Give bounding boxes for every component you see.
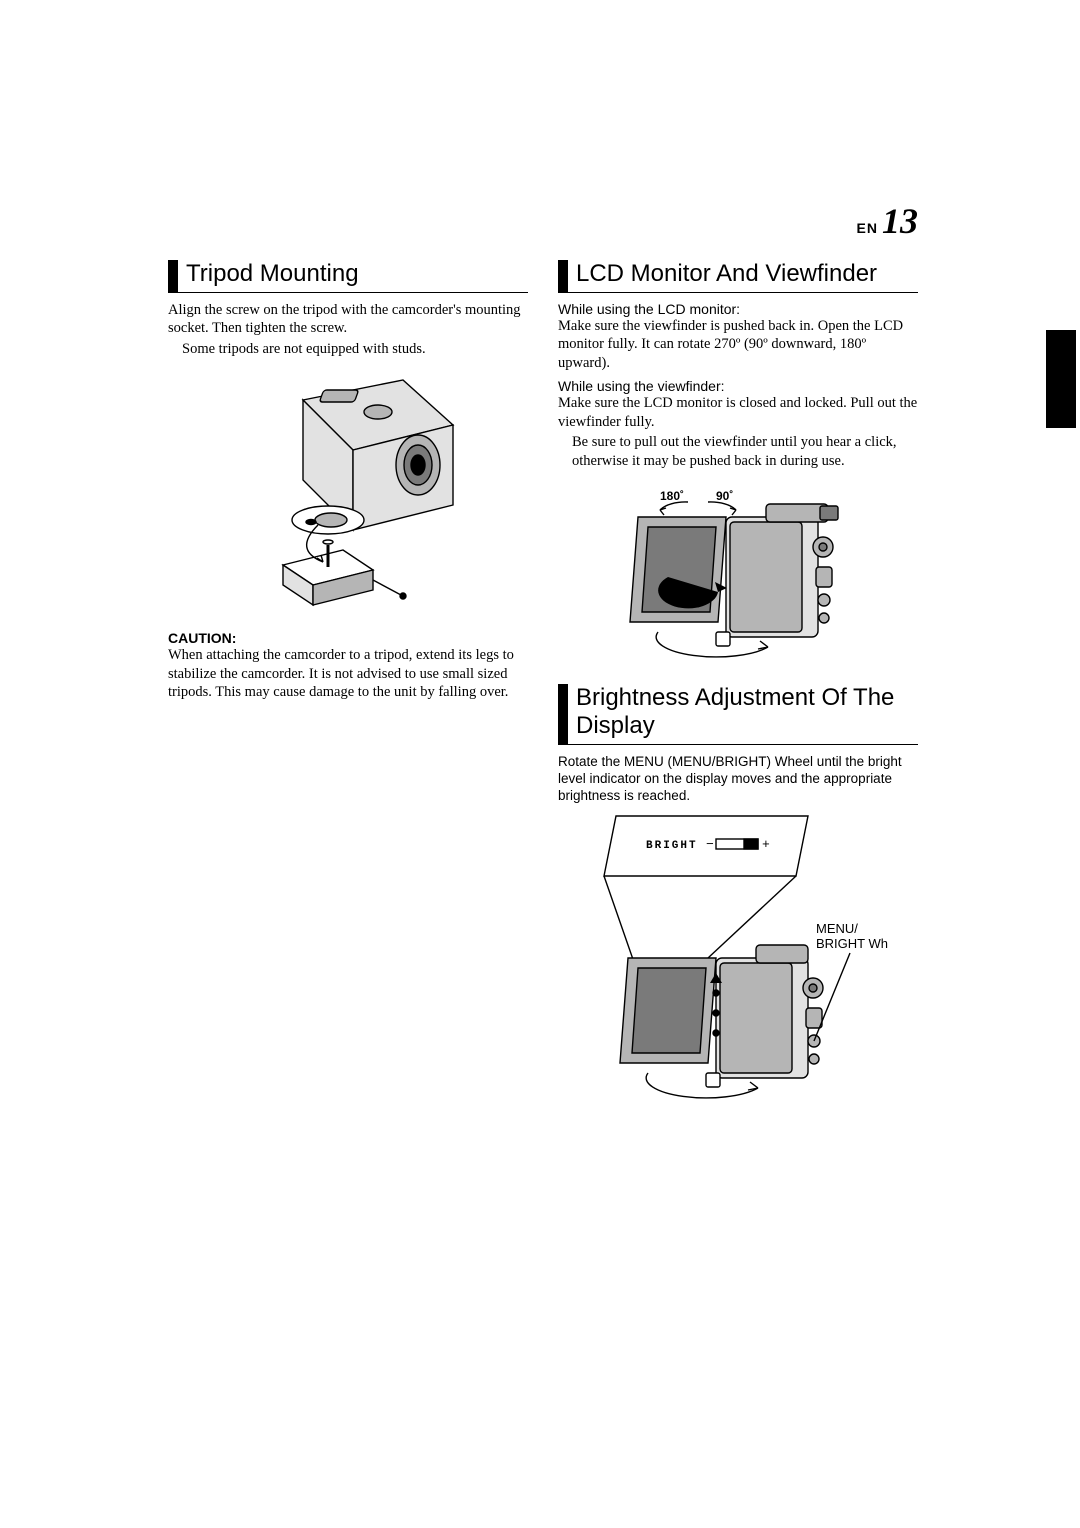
tripod-p1: Align the screw on the tripod with the c… xyxy=(168,301,528,338)
tripod-illustration xyxy=(223,370,473,620)
vf-p2: Make sure the LCD monitor is closed and … xyxy=(558,394,918,431)
angle-90-label: 90˚ xyxy=(716,489,733,503)
menu-wheel-label-2: BRIGHT Wheel xyxy=(816,936,888,951)
sub-viewfinder: While using the viewfinder: xyxy=(558,378,918,394)
page-header: EN13 xyxy=(168,200,918,242)
section-tab-marker xyxy=(1046,330,1076,428)
brightness-illustration: BRIGHT − + xyxy=(588,808,888,1118)
sub-lcd: While using the LCD monitor: xyxy=(558,301,918,317)
brightness-title: Brightness Adjustment Of The Display xyxy=(558,684,918,744)
brightness-p: Rotate the MENU (MENU/BRIGHT) Wheel unti… xyxy=(558,753,918,805)
tripod-p2: Some tripods are not equipped with studs… xyxy=(168,340,528,359)
caution-label: CAUTION: xyxy=(168,630,528,646)
bright-osd-label: BRIGHT xyxy=(646,840,698,852)
svg-text:+: + xyxy=(762,837,770,852)
lang-label: EN xyxy=(857,220,878,236)
tripod-mounting-title: Tripod Mounting xyxy=(168,260,528,293)
lcd-viewfinder-title: LCD Monitor And Viewfinder xyxy=(558,260,918,293)
svg-text:−: − xyxy=(706,837,714,852)
lcd-rotation-illustration: 180˚ 90˚ xyxy=(598,482,878,672)
left-column: Tripod Mounting Align the screw on the t… xyxy=(168,260,528,1124)
angle-180-label: 180˚ xyxy=(660,489,684,503)
caution-text: When attaching the camcorder to a tripod… xyxy=(168,646,528,702)
lcd-p1: Make sure the viewfinder is pushed back … xyxy=(558,317,918,373)
vf-p2b: Be sure to pull out the viewfinder until… xyxy=(558,433,918,470)
menu-wheel-label-1: MENU/ xyxy=(816,921,858,936)
page-number: 13 xyxy=(882,201,918,241)
right-column: LCD Monitor And Viewfinder While using t… xyxy=(558,260,918,1124)
